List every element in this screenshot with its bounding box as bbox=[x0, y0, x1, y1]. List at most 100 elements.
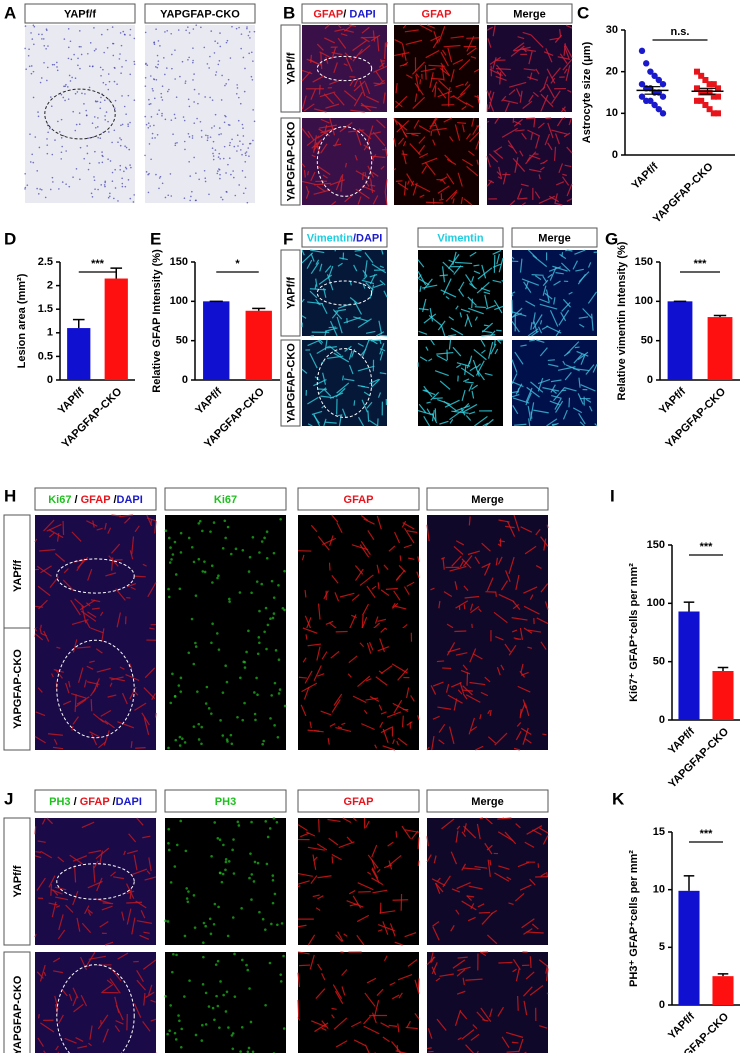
texture bbox=[482, 422, 489, 427]
texture bbox=[79, 178, 81, 181]
texture bbox=[355, 568, 364, 581]
texture bbox=[497, 556, 503, 565]
texture bbox=[545, 48, 553, 63]
texture bbox=[324, 339, 328, 351]
texture bbox=[480, 339, 486, 347]
texture bbox=[382, 921, 389, 935]
texture bbox=[136, 969, 144, 983]
texture bbox=[24, 172, 26, 175]
texture bbox=[332, 984, 343, 999]
texture bbox=[549, 37, 559, 41]
texture bbox=[49, 188, 52, 191]
texture bbox=[170, 558, 173, 561]
texture bbox=[523, 586, 538, 594]
texture bbox=[476, 281, 490, 294]
texture bbox=[429, 117, 437, 130]
texture bbox=[566, 198, 573, 202]
y-axis-label: Astrocyte size (μm) bbox=[581, 41, 593, 143]
texture bbox=[228, 597, 231, 601]
y-axis-label: Relative vimentin Intensity (%) bbox=[616, 241, 628, 400]
texture bbox=[309, 721, 312, 729]
row-label: YAPf/f bbox=[285, 52, 297, 84]
texture bbox=[346, 900, 364, 908]
header-part: Merge bbox=[538, 232, 570, 244]
texture bbox=[372, 131, 386, 147]
texture bbox=[317, 963, 323, 971]
texture bbox=[40, 565, 52, 574]
texture bbox=[245, 151, 248, 153]
texture bbox=[435, 977, 441, 982]
texture bbox=[126, 908, 132, 925]
texture bbox=[258, 641, 261, 645]
texture bbox=[39, 549, 56, 552]
texture bbox=[68, 74, 71, 77]
texture bbox=[542, 387, 560, 392]
row-label-box bbox=[3, 627, 31, 751]
texture bbox=[188, 56, 190, 59]
texture bbox=[500, 580, 509, 591]
texture bbox=[368, 641, 374, 651]
texture bbox=[60, 137, 63, 139]
texture bbox=[152, 89, 154, 92]
texture bbox=[334, 138, 340, 147]
texture bbox=[540, 872, 547, 877]
point bbox=[698, 97, 705, 104]
texture bbox=[97, 136, 99, 139]
texture bbox=[143, 993, 146, 1006]
texture bbox=[341, 969, 348, 976]
texture bbox=[331, 310, 339, 319]
texture bbox=[471, 390, 475, 399]
texture bbox=[317, 603, 321, 620]
texture bbox=[440, 556, 446, 560]
texture bbox=[126, 850, 138, 855]
texture bbox=[564, 164, 572, 168]
texture bbox=[432, 926, 440, 941]
texture bbox=[360, 515, 369, 521]
texture bbox=[113, 197, 115, 200]
texture bbox=[370, 378, 381, 389]
texture bbox=[211, 622, 214, 626]
texture bbox=[52, 181, 54, 183]
texture bbox=[515, 731, 522, 741]
texture bbox=[52, 889, 59, 896]
texture bbox=[109, 966, 122, 982]
texture bbox=[327, 346, 337, 349]
texture bbox=[36, 187, 38, 190]
texture bbox=[224, 868, 227, 872]
texture bbox=[239, 149, 242, 151]
y-tick-label: 0 bbox=[47, 374, 53, 386]
texture bbox=[174, 738, 178, 742]
texture bbox=[315, 142, 321, 154]
texture bbox=[478, 608, 482, 613]
texture bbox=[524, 545, 537, 555]
texture bbox=[363, 141, 371, 151]
texture bbox=[145, 62, 147, 65]
texture bbox=[371, 1012, 377, 1024]
texture bbox=[477, 267, 493, 280]
texture bbox=[87, 568, 93, 581]
texture bbox=[362, 269, 368, 277]
texture bbox=[523, 605, 540, 615]
bar bbox=[678, 611, 700, 720]
texture bbox=[105, 83, 107, 86]
texture bbox=[577, 393, 584, 405]
texture bbox=[530, 34, 544, 48]
texture bbox=[155, 78, 158, 81]
texture bbox=[452, 959, 466, 969]
texture bbox=[183, 934, 187, 938]
texture bbox=[219, 719, 222, 722]
texture bbox=[459, 1010, 468, 1020]
texture bbox=[232, 838, 235, 841]
texture bbox=[187, 890, 190, 893]
bar bbox=[245, 310, 272, 380]
texture bbox=[67, 28, 70, 30]
texture bbox=[431, 81, 438, 93]
texture bbox=[200, 136, 203, 138]
texture bbox=[226, 525, 230, 529]
texture bbox=[151, 132, 154, 135]
texture bbox=[489, 859, 492, 866]
texture bbox=[37, 840, 46, 843]
texture bbox=[461, 558, 472, 569]
texture bbox=[422, 298, 427, 313]
micrograph bbox=[298, 952, 419, 1053]
